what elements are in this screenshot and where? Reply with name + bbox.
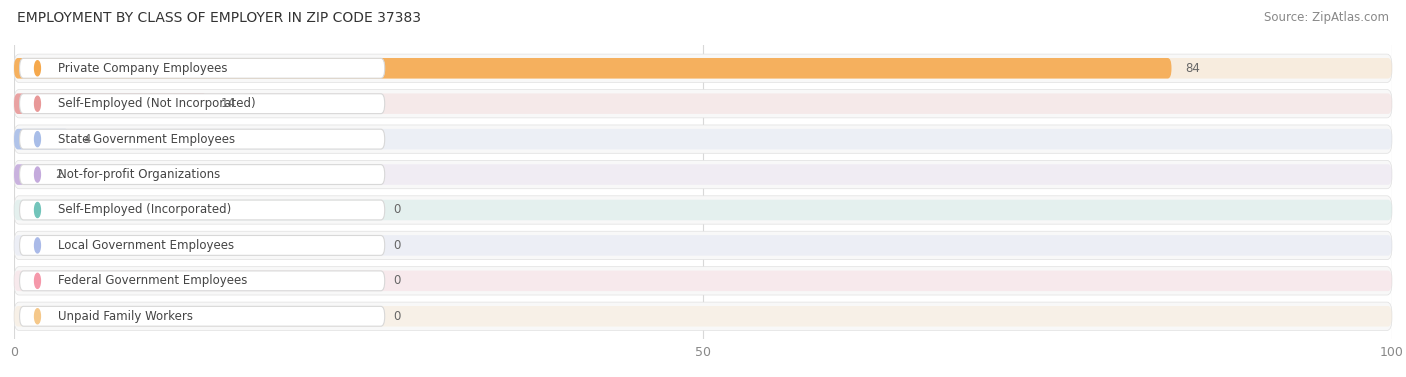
FancyBboxPatch shape <box>20 307 385 326</box>
FancyBboxPatch shape <box>14 164 1392 185</box>
FancyBboxPatch shape <box>14 58 1171 78</box>
Text: 0: 0 <box>394 204 401 216</box>
Text: Not-for-profit Organizations: Not-for-profit Organizations <box>58 168 221 181</box>
FancyBboxPatch shape <box>14 164 42 185</box>
Text: 2: 2 <box>55 168 63 181</box>
FancyBboxPatch shape <box>14 129 69 149</box>
Text: 14: 14 <box>221 97 236 110</box>
FancyBboxPatch shape <box>14 58 1392 78</box>
FancyBboxPatch shape <box>20 200 385 220</box>
FancyBboxPatch shape <box>14 125 1392 153</box>
FancyBboxPatch shape <box>14 267 1392 295</box>
Text: State Government Employees: State Government Employees <box>58 133 235 146</box>
FancyBboxPatch shape <box>20 58 385 78</box>
FancyBboxPatch shape <box>14 93 1392 114</box>
Circle shape <box>35 96 41 111</box>
FancyBboxPatch shape <box>14 196 1392 224</box>
FancyBboxPatch shape <box>14 200 1392 220</box>
Text: Self-Employed (Not Incorporated): Self-Employed (Not Incorporated) <box>58 97 256 110</box>
Text: Self-Employed (Incorporated): Self-Employed (Incorporated) <box>58 204 232 216</box>
FancyBboxPatch shape <box>14 160 1392 189</box>
FancyBboxPatch shape <box>20 236 385 255</box>
Circle shape <box>35 238 41 253</box>
FancyBboxPatch shape <box>14 54 1392 83</box>
Circle shape <box>35 202 41 218</box>
FancyBboxPatch shape <box>20 129 385 149</box>
Text: Private Company Employees: Private Company Employees <box>58 62 228 75</box>
Text: 84: 84 <box>1185 62 1201 75</box>
Text: 0: 0 <box>394 274 401 287</box>
Circle shape <box>35 61 41 76</box>
Text: 0: 0 <box>394 239 401 252</box>
Circle shape <box>35 167 41 182</box>
Circle shape <box>35 309 41 324</box>
FancyBboxPatch shape <box>14 129 1392 149</box>
FancyBboxPatch shape <box>20 271 385 291</box>
FancyBboxPatch shape <box>14 93 207 114</box>
Text: Source: ZipAtlas.com: Source: ZipAtlas.com <box>1264 11 1389 24</box>
Circle shape <box>35 132 41 147</box>
FancyBboxPatch shape <box>14 306 1392 326</box>
Text: Unpaid Family Workers: Unpaid Family Workers <box>58 310 193 323</box>
FancyBboxPatch shape <box>14 89 1392 118</box>
Text: Local Government Employees: Local Government Employees <box>58 239 235 252</box>
FancyBboxPatch shape <box>20 94 385 113</box>
Text: 4: 4 <box>83 133 90 146</box>
FancyBboxPatch shape <box>20 165 385 184</box>
FancyBboxPatch shape <box>14 231 1392 260</box>
FancyBboxPatch shape <box>14 302 1392 331</box>
Circle shape <box>35 273 41 288</box>
FancyBboxPatch shape <box>14 235 1392 256</box>
Text: Federal Government Employees: Federal Government Employees <box>58 274 247 287</box>
Text: 0: 0 <box>394 310 401 323</box>
FancyBboxPatch shape <box>14 271 1392 291</box>
Text: EMPLOYMENT BY CLASS OF EMPLOYER IN ZIP CODE 37383: EMPLOYMENT BY CLASS OF EMPLOYER IN ZIP C… <box>17 11 420 25</box>
